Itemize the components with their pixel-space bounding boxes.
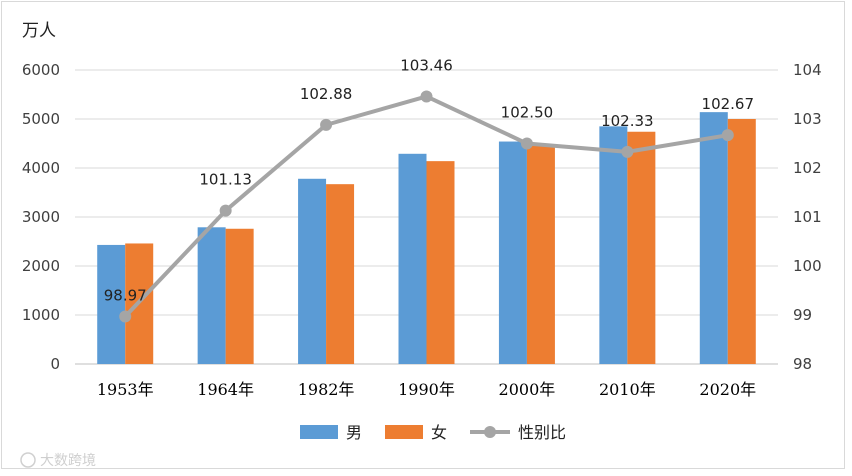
bar-female (727, 119, 756, 364)
sex-ratio-point (420, 90, 433, 103)
y-tick-label: 3000 (22, 208, 60, 226)
sex-ratio-point (320, 118, 333, 131)
bar-male (298, 178, 327, 364)
axis-ticks: 0 1000 2000 3000 4000 5000 6000 98 99 100 101 102 10… (22, 61, 822, 399)
y2-tick-label: 102 (793, 159, 822, 177)
bar-female (526, 145, 555, 364)
sex-ratio-point (721, 129, 734, 142)
y-axis-label: 万人 (22, 21, 56, 41)
sex-ratio-data-label: 102.88 (300, 85, 353, 103)
bar-male (498, 141, 527, 364)
legend-swatch (385, 425, 423, 439)
watermark-logo-icon (20, 452, 36, 468)
y-tick-label: 2000 (22, 257, 60, 275)
x-tick-label: 2000年 (499, 380, 556, 399)
sex-ratio-point (119, 310, 132, 323)
sex-ratio-data-label: 101.13 (199, 171, 252, 189)
y2-tick-label: 98 (793, 355, 812, 373)
watermark-text: 大数跨境 (40, 453, 96, 469)
x-tick-label: 1982年 (298, 380, 355, 399)
bar-female (426, 161, 455, 364)
y-tick-label: 5000 (22, 110, 60, 128)
bar-male (699, 112, 728, 364)
sex-ratio-point (520, 137, 533, 150)
sex-ratio-data-label: 102.67 (702, 95, 755, 113)
y2-tick-label: 103 (793, 110, 822, 128)
y-tick-label: 4000 (22, 159, 60, 177)
bar-female (326, 184, 355, 364)
legend-label: 男 (346, 423, 362, 442)
sex-ratio-data-label: 102.33 (601, 112, 654, 130)
x-tick-label: 1990年 (398, 380, 455, 399)
legend-item-2: 性别比 (470, 423, 566, 442)
legend-item-1: 女 (385, 423, 447, 442)
x-tick-label: 2010年 (599, 380, 656, 399)
y2-tick-label: 104 (793, 61, 822, 79)
legend-swatch (300, 425, 338, 439)
bar-male (197, 227, 226, 364)
bar-male (398, 153, 427, 364)
y-tick-label: 6000 (22, 61, 60, 79)
y-tick-label: 0 (50, 355, 60, 373)
sex-ratio-data-label: 98.97 (104, 286, 147, 304)
bars (97, 112, 756, 364)
y2-tick-label: 99 (793, 306, 812, 324)
sex-ratio-data-label: 102.50 (501, 104, 554, 122)
y-tick-label: 1000 (22, 306, 60, 324)
sex-ratio-line (119, 90, 734, 323)
y2-tick-label: 100 (793, 257, 822, 275)
sex-ratio-data-label: 103.46 (400, 56, 453, 74)
x-tick-label: 1953年 (97, 380, 154, 399)
legend-label: 女 (431, 423, 447, 442)
sex-ratio-point (219, 204, 232, 217)
bar-male (599, 126, 628, 364)
x-tick-label: 2020年 (699, 380, 756, 399)
legend-marker (484, 426, 496, 438)
sex-ratio-point (621, 145, 634, 158)
legend-label: 性别比 (518, 423, 566, 442)
legend: 男 女 性别比 (300, 423, 566, 442)
bar-female (627, 131, 656, 364)
bar-female (225, 228, 254, 364)
data-labels: 98.97 101.13 102.88 103.46 102.50 102.33 102.6… (104, 56, 754, 304)
legend-item-0: 男 (300, 423, 362, 442)
x-tick-label: 1964年 (197, 380, 254, 399)
bar-male (97, 244, 126, 364)
y2-tick-label: 101 (793, 208, 822, 226)
